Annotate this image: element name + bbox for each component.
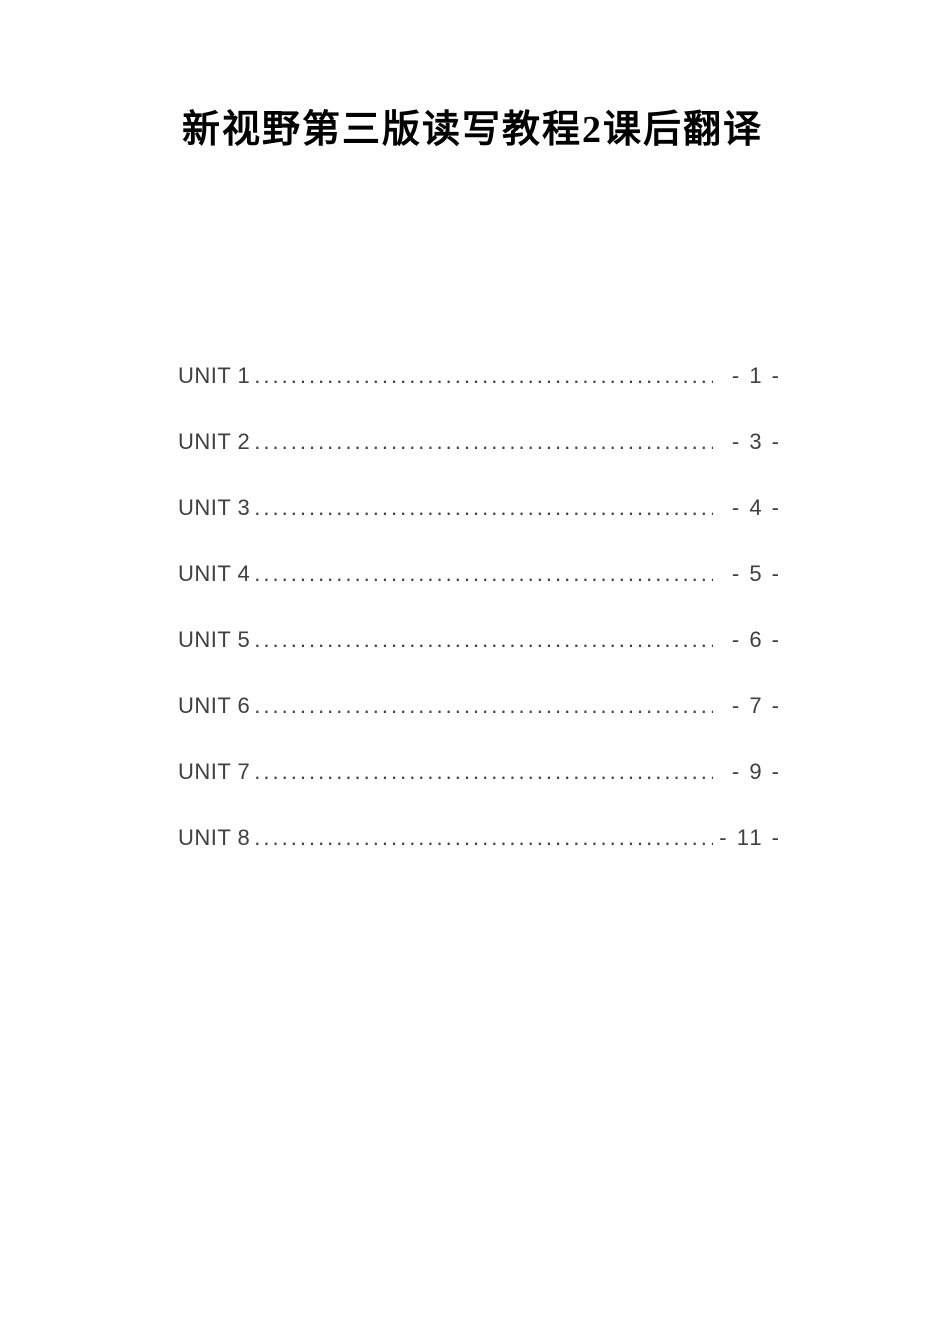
toc-page-number: - 7 -	[713, 693, 781, 719]
toc-page-number: - 1 -	[713, 363, 781, 389]
toc-leader-dots	[250, 825, 713, 851]
toc-label: UNIT 7	[178, 759, 250, 785]
toc-leader-dots	[250, 429, 713, 455]
toc-label: UNIT 2	[178, 429, 250, 455]
toc-entry: UNIT 5 - 6 -	[178, 627, 781, 653]
toc-leader-dots	[250, 759, 713, 785]
toc-leader-dots	[250, 561, 713, 587]
toc-leader-dots	[250, 363, 713, 389]
toc-entry: UNIT 1 - 1 -	[178, 363, 781, 389]
toc-leader-dots	[250, 627, 713, 653]
document-page: 新视野第三版读写教程2课后翻译 UNIT 1 - 1 - UNIT 2 - 3 …	[0, 0, 945, 1337]
toc-entry: UNIT 4 - 5 -	[178, 561, 781, 587]
toc-label: UNIT 5	[178, 627, 250, 653]
toc-page-number: - 3 -	[713, 429, 781, 455]
toc-page-number: - 4 -	[713, 495, 781, 521]
toc-entry: UNIT 8 - 11 -	[178, 825, 781, 851]
toc-label: UNIT 1	[178, 363, 250, 389]
toc-entry: UNIT 3 - 4 -	[178, 495, 781, 521]
toc-label: UNIT 8	[178, 825, 250, 851]
toc-page-number: - 6 -	[713, 627, 781, 653]
toc-entry: UNIT 2 - 3 -	[178, 429, 781, 455]
toc-leader-dots	[250, 495, 713, 521]
toc-page-number: - 11 -	[713, 825, 781, 851]
toc-leader-dots	[250, 693, 713, 719]
toc-label: UNIT 6	[178, 693, 250, 719]
toc-label: UNIT 3	[178, 495, 250, 521]
table-of-contents: UNIT 1 - 1 - UNIT 2 - 3 - UNIT 3 - 4 - U…	[0, 363, 945, 851]
toc-entry: UNIT 6 - 7 -	[178, 693, 781, 719]
toc-page-number: - 5 -	[713, 561, 781, 587]
document-title: 新视野第三版读写教程2课后翻译	[0, 98, 945, 153]
toc-entry: UNIT 7 - 9 -	[178, 759, 781, 785]
toc-label: UNIT 4	[178, 561, 250, 587]
toc-page-number: - 9 -	[713, 759, 781, 785]
